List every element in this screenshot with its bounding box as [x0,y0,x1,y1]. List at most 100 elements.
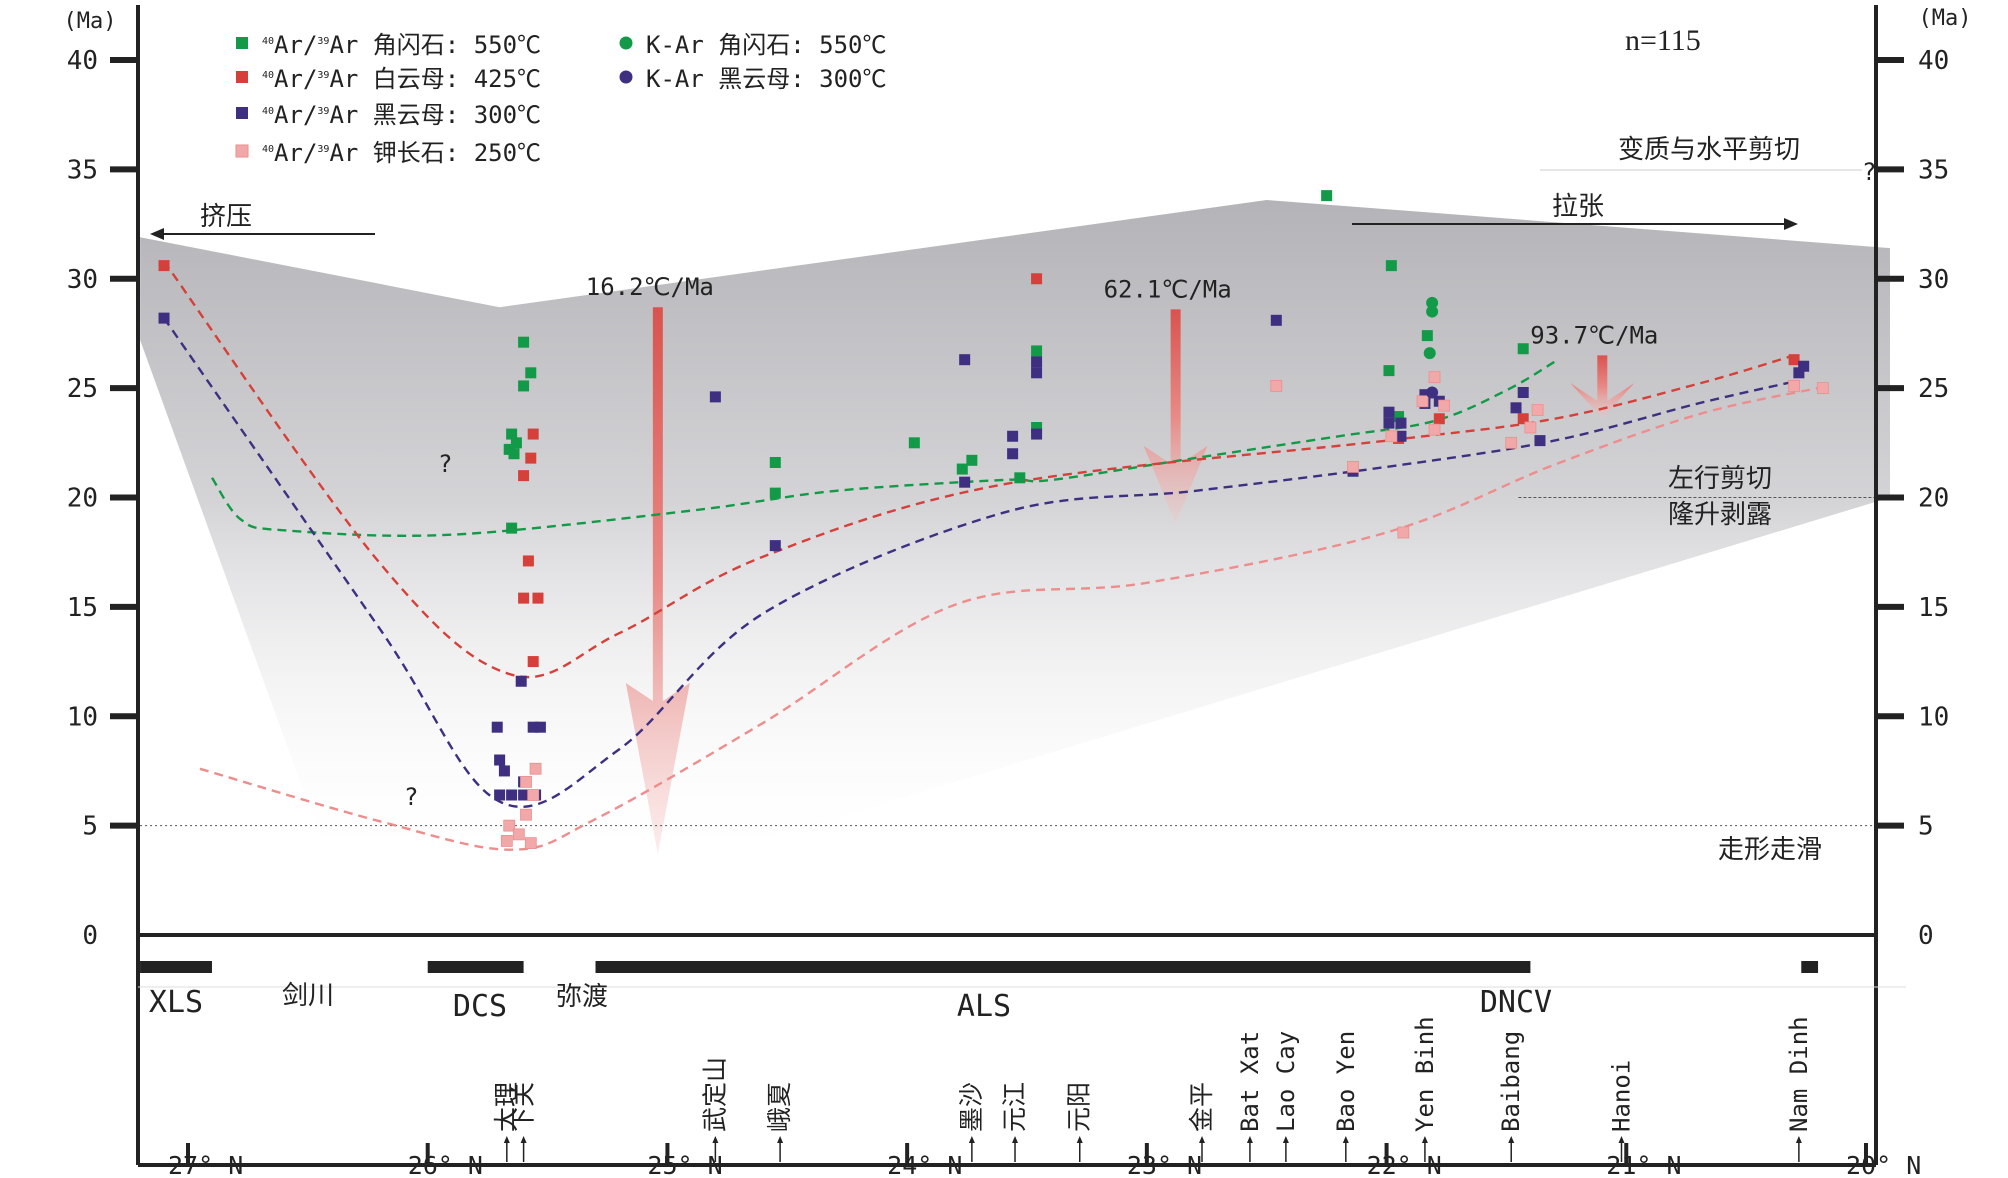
data-point-ar_bio [1031,428,1043,440]
data-point-ar_bio [1419,389,1431,401]
x-tick [425,1143,430,1163]
data-point-ar_bio [494,789,506,801]
y-tick-right [1876,275,1904,282]
annotation-compression: 挤压 [200,202,252,232]
y-tick-label-right: 0 [1918,921,1934,951]
data-point-ar_hbl [1031,345,1043,357]
y-tick-label-right: 10 [1918,702,1949,732]
extension-arrowhead [1784,218,1798,230]
data-point-ar_bio [1510,402,1522,414]
y-tick-label-right: 35 [1918,155,1949,185]
trend-line-ar_mus [163,260,1795,679]
x-tick-label: 21° N [1606,1151,1681,1178]
data-point-ar_bio [506,789,518,801]
data-point-ar_hbl [1517,343,1529,355]
y-tick-label-right: 5 [1918,812,1934,842]
data-point-ar_kfs [520,775,532,788]
y-tick-left [110,275,138,282]
place-label: Bat Xat [1236,1031,1264,1132]
data-point-ar_bio [534,721,546,733]
y-tick-label-left: 30 [67,265,98,295]
data-point-ar_bio [1007,430,1019,442]
data-point-ar_hbl [506,428,518,440]
zone-label: 剑川 [282,981,334,1011]
x-tick [1144,1143,1149,1163]
data-point-ar_bio [1383,406,1395,418]
zone-bar-2 [427,961,524,973]
data-point-k_hbl [1423,347,1436,360]
data-point-ar_hbl [508,448,520,460]
data-point-ar_bio [1007,448,1019,460]
place-label: 墨沙 [957,1082,986,1132]
data-point-ar_mus [518,470,530,482]
y-tick-left [110,57,138,63]
place-label: 武定山 [700,1057,729,1132]
x-tick-label: 27° N [168,1151,243,1178]
cooling-rate-label: 16.2℃/Ma [586,273,714,301]
data-point-ar_hbl [1031,422,1043,433]
data-point-ar_kfs [1788,380,1800,392]
data-point-ar_kfs [503,819,516,832]
data-point-ar_bio [1395,417,1407,429]
y-tick-label-right: 30 [1918,265,1949,295]
legend-marker-ar_bio [236,107,248,119]
y-tick-right [1876,494,1904,501]
x-tick-label: 26° N [408,1151,483,1178]
y-tick-label-left: 25 [67,374,98,404]
data-point-ar_kfs [1347,460,1359,473]
x-tick [186,1143,190,1163]
y-tick-label-right: 25 [1918,374,1949,404]
data-point-ar_mus [1788,354,1800,366]
place-marker [777,1136,784,1143]
place-marker [1508,1136,1515,1143]
data-point-ar_kfs [1505,436,1518,449]
cooling-arrow-2 [1143,309,1208,524]
place-marker [712,1136,719,1143]
zone-bar-0 [140,961,212,973]
legend-label-k_hbl: K-Ar 角闪石: 550℃ [646,31,887,59]
y-tick-left [110,385,138,392]
place-marker [968,1136,975,1143]
place-label: 大理 [492,1082,521,1132]
data-point-ar_kfs [1397,526,1410,539]
place-marker [1246,1136,1253,1143]
zone-bar-6 [1801,961,1819,973]
data-point-ar_mus [1433,413,1445,425]
data-point-ar_kfs [524,837,537,850]
y-tick-left [110,166,138,173]
cooling-rate-label: 62.1℃/Ma [1104,275,1232,303]
zone-label: DNCV [1480,985,1552,1020]
data-point-ar_hbl [510,437,522,449]
data-point-ar_hbl [966,454,978,466]
place-label: Bao Yen [1332,1031,1360,1132]
data-point-ar_mus [1031,273,1043,285]
zone-label: XLS [149,985,203,1020]
data-point-ar_bio [515,675,527,687]
place-marker [1795,1136,1802,1143]
data-point-ar_hbl [769,457,781,468]
legend-marker-k_bio [619,70,633,84]
place-marker [1076,1136,1083,1143]
zone-label: ALS [957,989,1011,1024]
data-point-ar_kfs [1270,380,1283,392]
data-point-ar_bio [498,765,510,777]
data-point-ar_kfs [1816,382,1829,395]
y-tick-label-left: 20 [67,484,98,514]
data-point-ar_mus [525,452,537,464]
data-point-ar_hbl [506,522,518,534]
data-point-ar_bio [1395,430,1407,442]
data-point-ar_hbl [1421,330,1433,342]
data-point-ar_bio [709,391,721,403]
data-point-ar_hbl [769,487,781,499]
data-point-ar_bio [494,754,506,766]
sample-count: n=115 [1625,24,1701,57]
data-point-ar_bio [959,476,971,488]
data-point-ar_bio [1270,314,1282,326]
question-mark-left: ? [438,450,452,478]
x-tick-label: 24° N [887,1151,962,1178]
place-label: Hanoi [1607,1060,1635,1132]
annotation-extension: 拉张 [1552,192,1604,222]
data-point-ar_hbl [1383,365,1395,377]
y-tick-label-left: 40 [67,46,98,76]
data-point-ar_hbl [1385,260,1397,272]
